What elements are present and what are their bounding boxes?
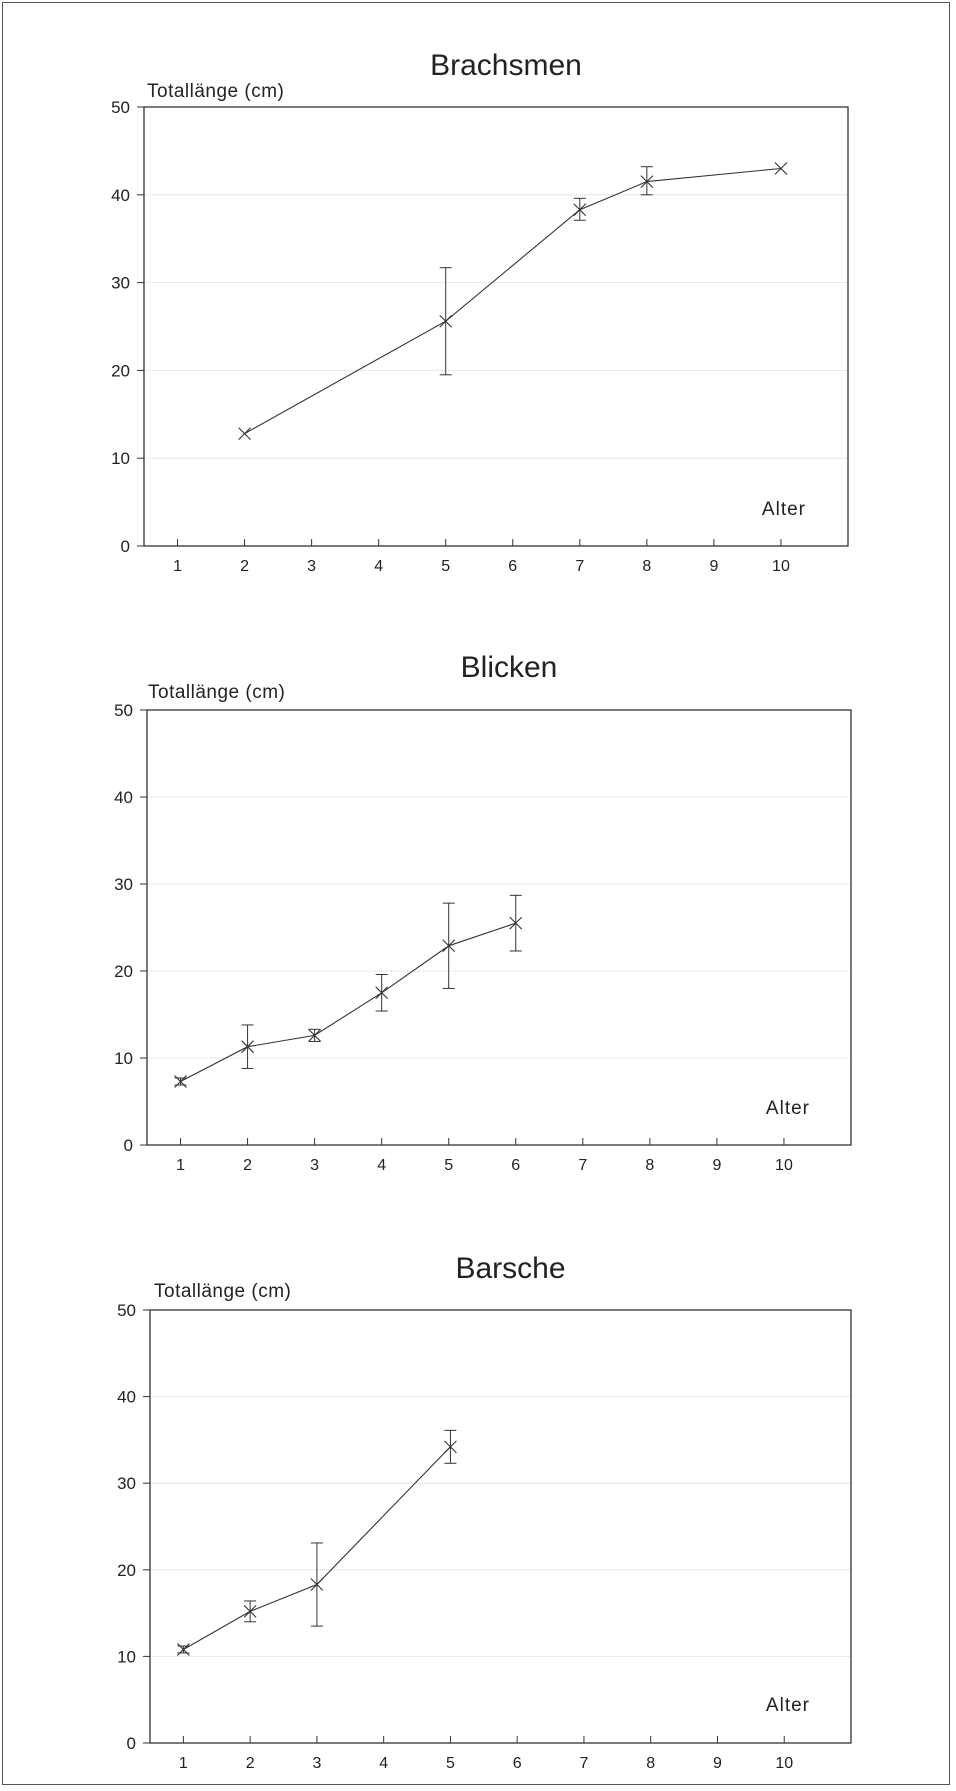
- data-point-marker: [442, 939, 456, 953]
- marker-stroke: [308, 1028, 322, 1042]
- marker-stroke: [310, 1578, 324, 1591]
- plot-area: [149, 1309, 852, 1744]
- y-tick-label: 50: [114, 701, 133, 720]
- chart-brachsmen: Brachsmen Totallänge (cm) 0 10 20 30 40 50 1 2 3 4 5…: [111, 49, 849, 575]
- y-axis-label: Totallänge (cm): [148, 682, 285, 703]
- y-tick-label: 40: [117, 1388, 136, 1407]
- marker-stroke: [439, 314, 453, 328]
- x-tick-label: 5: [441, 558, 450, 575]
- marker-stroke: [573, 203, 587, 217]
- y-tick-label: 0: [127, 1734, 136, 1753]
- data-point-marker: [241, 1040, 254, 1054]
- y-tick-label: 30: [111, 274, 130, 293]
- x-tick-label: 2: [243, 1157, 252, 1174]
- x-tick-label: 7: [579, 1755, 588, 1772]
- chart-barsche: Barsche Totallänge (cm) 0 10 20 30 40 50 1 2 3 4 5 6 7…: [117, 1252, 852, 1772]
- marker-stroke: [509, 916, 523, 930]
- marker-stroke: [243, 1604, 257, 1618]
- marker-stroke: [444, 1440, 457, 1454]
- data-point-marker: [774, 162, 788, 175]
- y-axis-label: Totallänge (cm): [154, 1281, 291, 1302]
- y-tick-label: 40: [114, 788, 133, 807]
- series-line: [180, 922, 516, 1082]
- y-tick-label: 50: [111, 98, 130, 117]
- y-tick-label: 30: [117, 1474, 136, 1493]
- x-tick-label: 8: [646, 1755, 655, 1772]
- marker-stroke: [238, 427, 251, 441]
- series-line: [244, 167, 782, 435]
- x-tick-label: 10: [772, 558, 790, 575]
- chart-blicken: Blicken Totallänge (cm) 0 10 20 30 40 50 1 2 3 4 5 6 7…: [114, 651, 852, 1174]
- data-point-marker: [243, 1604, 257, 1618]
- y-tick-label: 30: [114, 875, 133, 894]
- x-tick-label: 6: [511, 1157, 520, 1174]
- marker-stroke: [176, 1643, 190, 1656]
- data-point-marker: [573, 203, 587, 217]
- x-tick-label: 3: [307, 558, 316, 575]
- data-point-marker: [375, 986, 389, 1000]
- x-tick-label: 8: [645, 1157, 654, 1174]
- y-axis-label: Totallänge (cm): [147, 81, 284, 102]
- x-tick-label: 6: [513, 1755, 522, 1772]
- marker-stroke: [774, 162, 788, 175]
- x-tick-label: 9: [709, 558, 718, 575]
- data-point-marker: [640, 175, 654, 189]
- data-point-marker: [238, 427, 251, 441]
- y-tick-label: 40: [111, 186, 130, 205]
- x-tick-label: 1: [176, 1157, 185, 1174]
- data-point-marker: [308, 1028, 322, 1042]
- plot-area: [146, 709, 852, 1146]
- x-tick-label: 4: [379, 1755, 388, 1772]
- x-tick-label: 2: [240, 558, 249, 575]
- data-point-marker: [439, 314, 453, 328]
- data-point-marker: [509, 916, 523, 930]
- x-tick-label: 7: [575, 558, 584, 575]
- data-point-marker: [444, 1440, 457, 1454]
- y-tick-label: 10: [114, 1049, 133, 1068]
- y-tick-label: 50: [117, 1301, 136, 1320]
- marker-stroke: [241, 1040, 254, 1054]
- marker-stroke: [174, 1075, 187, 1088]
- x-tick-label: 4: [374, 558, 383, 575]
- plot-area: [143, 106, 849, 547]
- x-tick-label: 8: [642, 558, 651, 575]
- y-tick-label: 0: [121, 537, 130, 556]
- y-tick-label: 10: [111, 449, 130, 468]
- y-tick-label: 0: [124, 1136, 133, 1155]
- error-bar: [640, 166, 653, 196]
- x-tick-label: 1: [179, 1755, 188, 1772]
- chart-title: Brachsmen: [430, 49, 582, 82]
- x-axis-label: Alter: [766, 1098, 810, 1119]
- chart-title: Blicken: [461, 651, 558, 684]
- marker-stroke: [442, 939, 456, 953]
- x-axis-label: Alter: [766, 1695, 810, 1716]
- x-tick-label: 9: [712, 1157, 721, 1174]
- x-tick-label: 6: [508, 558, 517, 575]
- data-point-marker: [310, 1578, 324, 1591]
- data-point-marker: [176, 1643, 190, 1656]
- y-tick-label: 20: [117, 1561, 136, 1580]
- y-tick-label: 20: [111, 361, 130, 380]
- y-tick-label: 20: [114, 962, 133, 981]
- x-axis-label: Alter: [762, 499, 806, 520]
- y-tick-label: 10: [117, 1647, 136, 1666]
- x-tick-label: 3: [310, 1157, 319, 1174]
- x-tick-label: 5: [446, 1755, 455, 1772]
- x-tick-label: 7: [578, 1157, 587, 1174]
- x-tick-label: 10: [775, 1157, 793, 1174]
- chart-title: Barsche: [455, 1252, 565, 1285]
- x-tick-label: 4: [377, 1157, 386, 1174]
- x-tick-label: 10: [775, 1755, 793, 1772]
- series-line: [183, 1446, 451, 1650]
- x-tick-label: 1: [173, 558, 182, 575]
- marker-stroke: [640, 175, 654, 189]
- data-point-marker: [174, 1075, 187, 1088]
- x-tick-label: 2: [246, 1755, 255, 1772]
- x-tick-label: 5: [444, 1157, 453, 1174]
- marker-stroke: [375, 986, 389, 1000]
- x-tick-label: 9: [713, 1755, 722, 1772]
- x-tick-label: 3: [312, 1755, 321, 1772]
